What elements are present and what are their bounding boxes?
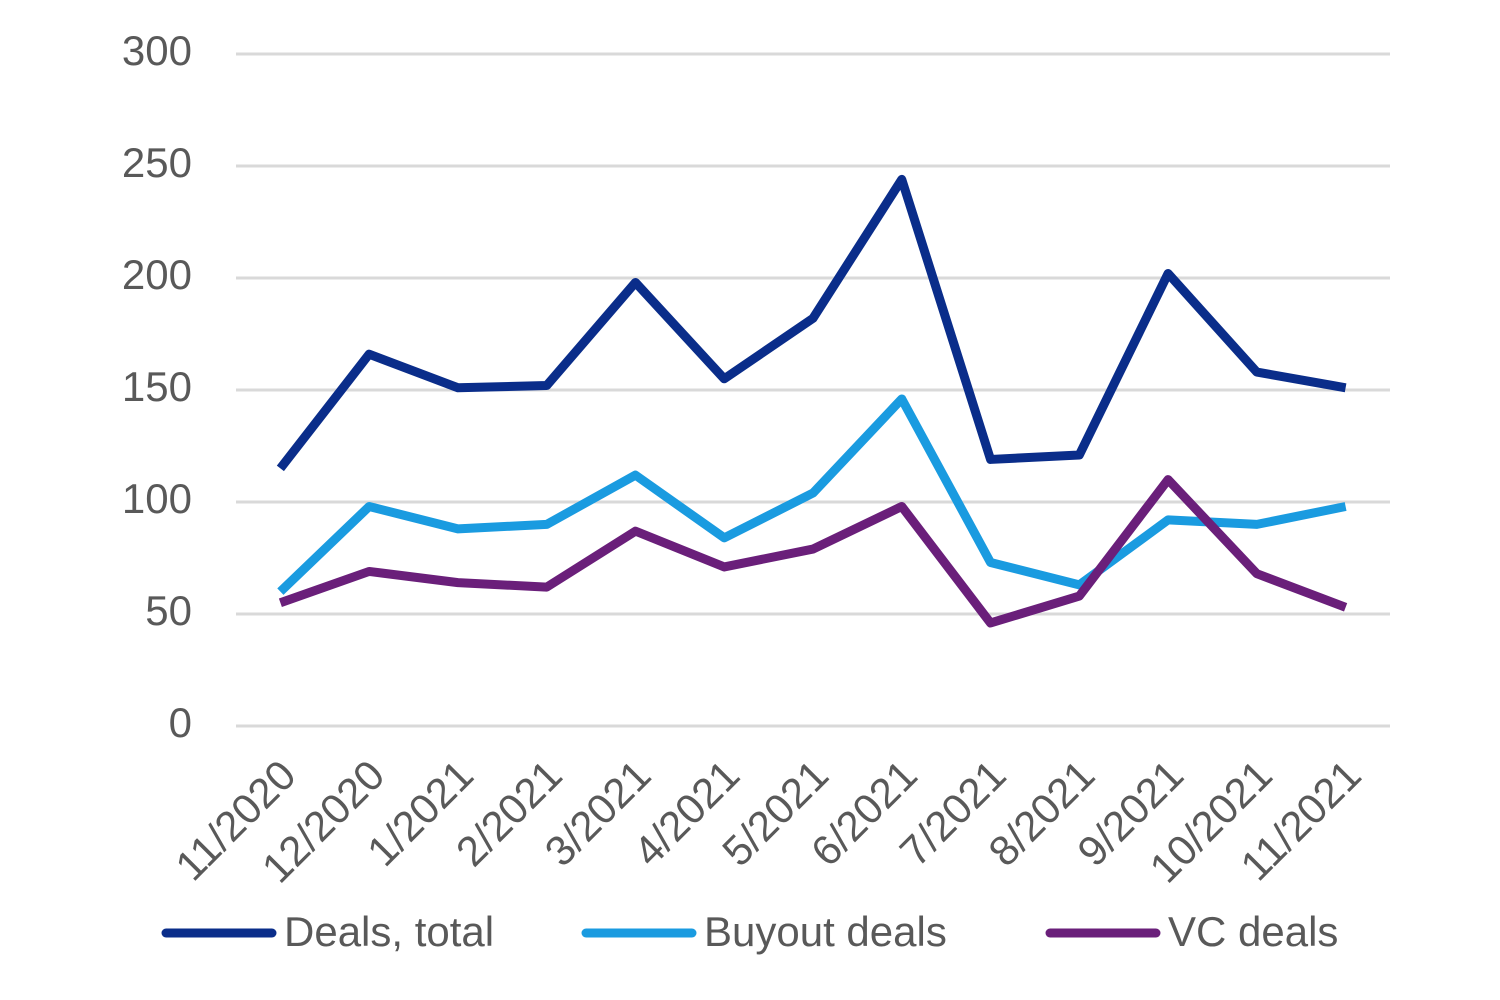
series-line xyxy=(277,394,1347,595)
y-tick-label: 300 xyxy=(122,27,192,74)
y-tick-label: 50 xyxy=(145,587,192,634)
legend-label: VC deals xyxy=(1168,908,1338,955)
y-tick-label: 250 xyxy=(122,139,192,186)
series-line xyxy=(276,174,1347,472)
y-tick-label: 0 xyxy=(169,699,192,746)
y-tick-label: 200 xyxy=(122,251,192,298)
legend-label: Deals, total xyxy=(284,908,494,955)
legend-label: Buyout deals xyxy=(704,908,947,955)
y-tick-label: 150 xyxy=(122,363,192,410)
y-tick-label: 100 xyxy=(122,475,192,522)
series-line xyxy=(278,475,1348,628)
